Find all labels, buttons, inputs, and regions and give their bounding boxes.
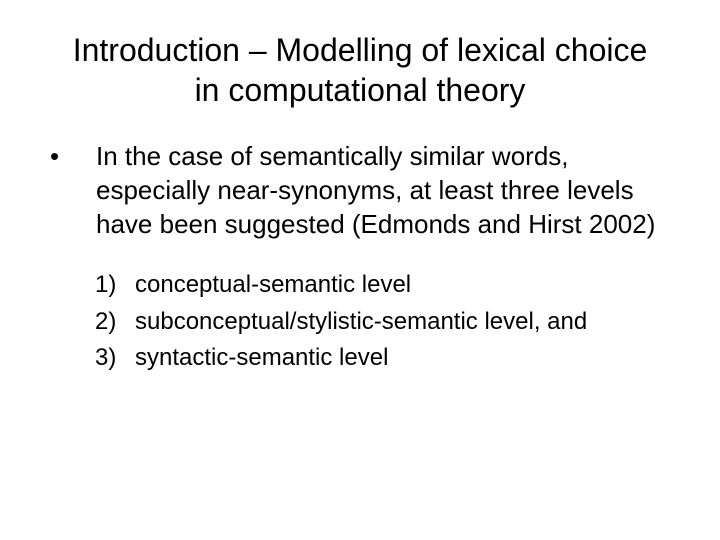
item-text: subconceptual/stylistic-semantic level, …	[135, 306, 587, 338]
slide-title: Introduction – Modelling of lexical choi…	[60, 30, 660, 110]
main-bullet: • In the case of semantically similar wo…	[40, 140, 680, 241]
list-item: 1) conceptual-semantic level	[95, 269, 680, 301]
item-number: 2)	[95, 306, 135, 338]
item-text: syntactic-semantic level	[135, 342, 388, 374]
bullet-marker: •	[50, 140, 96, 241]
bullet-text: In the case of semantically similar word…	[96, 140, 680, 241]
list-item: 3) syntactic-semantic level	[95, 342, 680, 374]
item-number: 3)	[95, 342, 135, 374]
item-number: 1)	[95, 269, 135, 301]
item-text: conceptual-semantic level	[135, 269, 411, 301]
numbered-list: 1) conceptual-semantic level 2) subconce…	[40, 269, 680, 374]
list-item: 2) subconceptual/stylistic-semantic leve…	[95, 306, 680, 338]
